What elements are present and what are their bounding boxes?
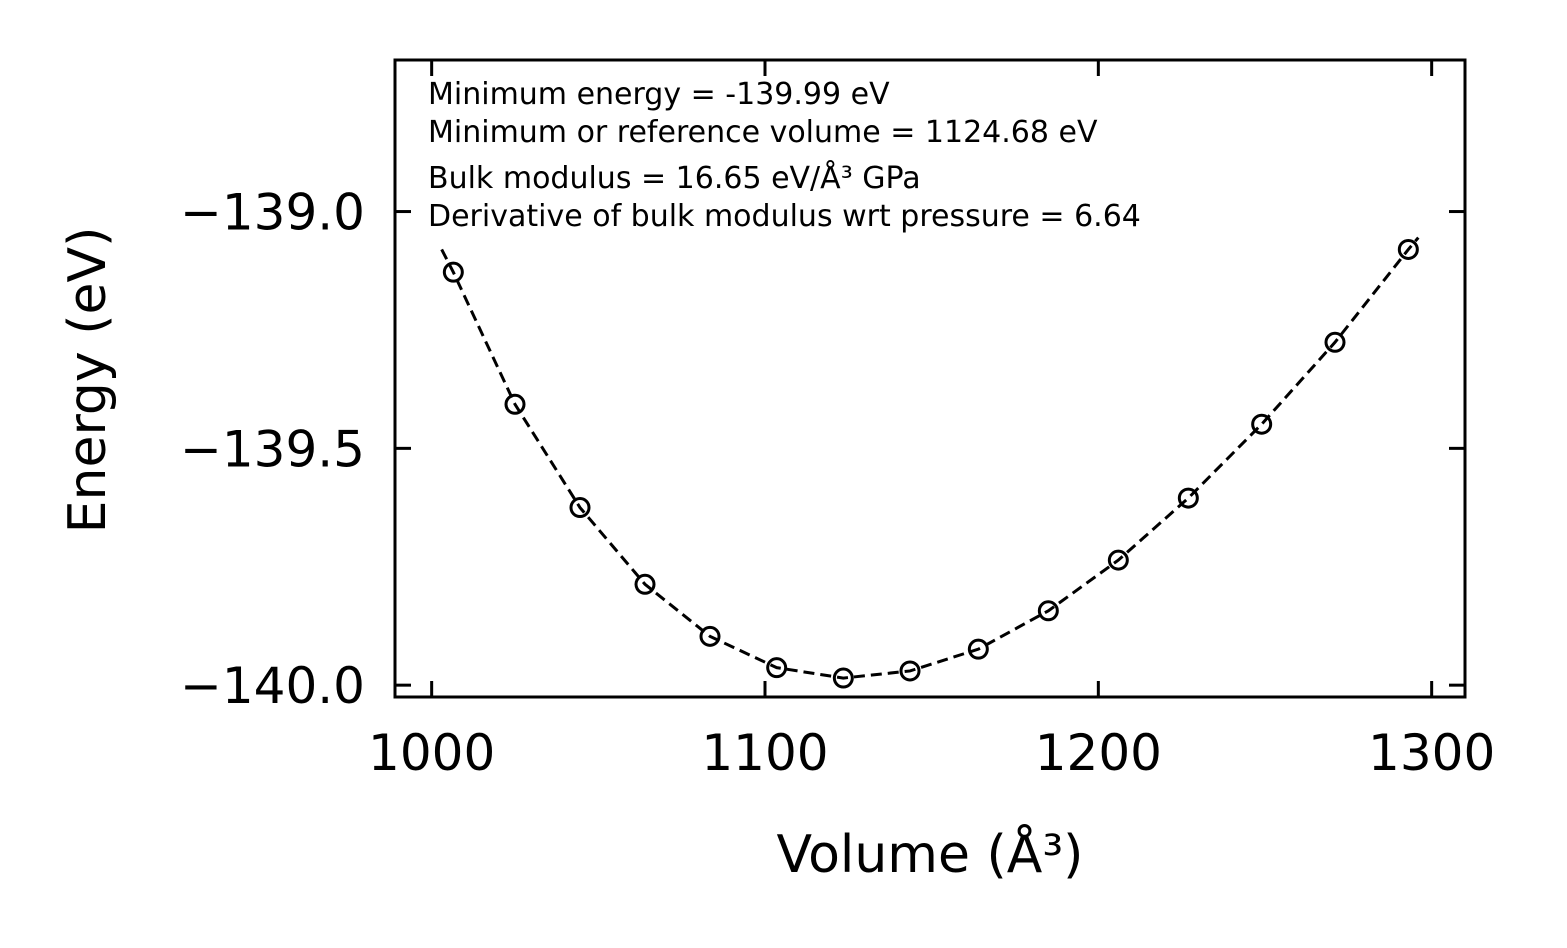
x-tick-label: 1100 bbox=[701, 724, 828, 782]
annotation-line-4: Derivative of bulk modulus wrt pressure … bbox=[428, 199, 1141, 234]
y-tick-label: −140.0 bbox=[180, 657, 365, 715]
data-point bbox=[1397, 238, 1419, 260]
annotation-layer: Minimum energy = -139.99 eV Minimum or r… bbox=[428, 77, 1141, 234]
data-point bbox=[899, 660, 921, 682]
data-point bbox=[569, 497, 591, 519]
y-axis-label: Energy (eV) bbox=[58, 227, 118, 534]
plot-layer bbox=[440, 236, 1420, 689]
data-point bbox=[634, 573, 656, 595]
data-point bbox=[832, 667, 854, 689]
annotation-line-1: Minimum energy = -139.99 eV bbox=[428, 77, 890, 112]
data-point bbox=[1037, 600, 1059, 622]
data-point bbox=[967, 638, 989, 660]
data-point bbox=[699, 625, 721, 647]
y-tick-label: −139.0 bbox=[180, 184, 365, 242]
data-point bbox=[442, 261, 464, 283]
x-tick-label: 1200 bbox=[1035, 724, 1162, 782]
data-point bbox=[1324, 331, 1346, 353]
data-point bbox=[766, 657, 788, 679]
x-axis-label: Volume (Å³) bbox=[777, 823, 1084, 885]
fit-curve bbox=[440, 236, 1420, 680]
annotation-line-3: Bulk modulus = 16.65 eV/Å³ GPa bbox=[428, 160, 921, 196]
data-point bbox=[1251, 413, 1273, 435]
annotation-line-2: Minimum or reference volume = 1124.68 eV bbox=[428, 115, 1098, 150]
data-point bbox=[1177, 487, 1199, 509]
x-tick-label: 1300 bbox=[1368, 724, 1495, 782]
x-tick-label: 1000 bbox=[368, 724, 495, 782]
data-point bbox=[1107, 549, 1129, 571]
y-tick-label: −139.5 bbox=[180, 420, 365, 478]
data-point bbox=[504, 393, 526, 415]
axis-layer: 1000 1100 1200 1300 −140.0 −139.5 −139.0 bbox=[180, 58, 1495, 782]
plot-frame bbox=[393, 58, 1467, 699]
